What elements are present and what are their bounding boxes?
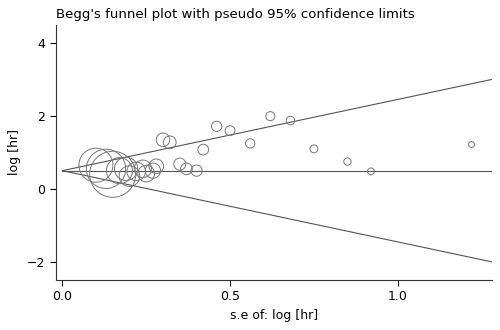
Point	[182, 166, 190, 172]
Point	[176, 161, 184, 167]
Point	[116, 168, 124, 173]
Point	[149, 168, 157, 173]
Y-axis label: log [hr]: log [hr]	[8, 129, 22, 176]
Point	[192, 168, 200, 173]
Point	[310, 146, 318, 151]
Point	[367, 169, 375, 174]
Point	[92, 163, 100, 168]
Point	[344, 159, 351, 164]
Point	[142, 171, 150, 176]
Point	[122, 166, 130, 172]
Point	[102, 166, 110, 172]
Point	[226, 128, 234, 133]
Point	[108, 172, 116, 177]
X-axis label: s.e of: log [hr]: s.e of: log [hr]	[230, 309, 318, 322]
Point	[468, 142, 475, 147]
Point	[152, 164, 160, 169]
Point	[132, 169, 140, 174]
Point	[246, 141, 254, 146]
Point	[286, 118, 294, 123]
Point	[166, 140, 173, 145]
Point	[212, 124, 220, 129]
Point	[159, 137, 167, 143]
Point	[126, 174, 134, 179]
Point	[139, 166, 147, 172]
Point	[199, 147, 207, 152]
Text: Begg's funnel plot with pseudo 95% confidence limits: Begg's funnel plot with pseudo 95% confi…	[56, 8, 414, 21]
Point	[266, 114, 274, 119]
